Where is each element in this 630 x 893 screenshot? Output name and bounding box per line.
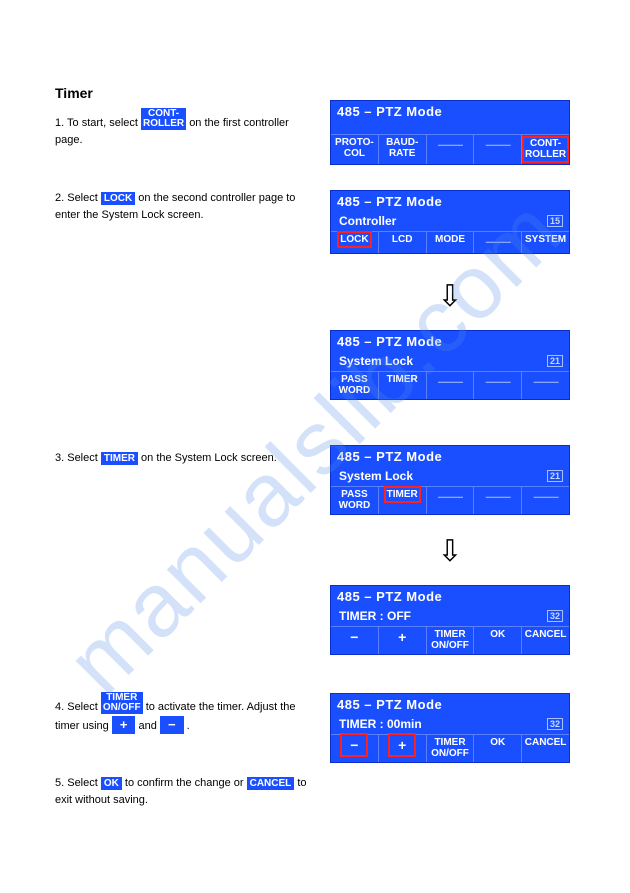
cell-system[interactable]: SYSTEM xyxy=(522,232,569,253)
panel2-title: 485 – PTZ Mode xyxy=(331,191,569,212)
cell-lcd[interactable]: LCD xyxy=(379,232,427,253)
cell-plus2[interactable]: + xyxy=(379,735,427,762)
panel1-row: PROTO- COL BAUD- RATE —— —— CONT- ROLLER xyxy=(331,134,569,164)
step-1: 1. To start, select CONT- ROLLER on the … xyxy=(55,108,315,149)
cell-controller[interactable]: CONT- ROLLER xyxy=(522,135,569,164)
panel2-sub: Controller 15 xyxy=(331,212,569,231)
cell-cancel[interactable]: CANCEL xyxy=(522,627,569,654)
panel2-row: LOCK LCD MODE —— SYSTEM xyxy=(331,231,569,253)
cell-d1: —— xyxy=(427,372,475,399)
panel2-num: 15 xyxy=(547,215,563,227)
cell-timeronoff[interactable]: TIMER ON/OFF xyxy=(427,627,475,654)
panel6-title: 485 – PTZ Mode xyxy=(331,694,569,715)
arrow-down-icon: ⇩ xyxy=(330,278,570,316)
panel6-num: 32 xyxy=(547,718,563,730)
panel5-row: − + TIMER ON/OFF OK CANCEL xyxy=(331,626,569,654)
step3-text-b: on the System Lock screen. xyxy=(141,452,277,464)
cell-minus[interactable]: − xyxy=(331,627,379,654)
panel-5: 485 – PTZ Mode TIMER : OFF 32 − + TIMER … xyxy=(330,585,595,655)
panel4-num: 21 xyxy=(547,470,563,482)
step-4: 4. Select TIMER ON/OFF to activate the t… xyxy=(55,692,315,735)
cell-ok2[interactable]: OK xyxy=(474,735,522,762)
panel6-sub: TIMER : 00min 32 xyxy=(331,715,569,734)
controller-button-ref: CONT- ROLLER xyxy=(141,108,186,130)
cell-dash: —— xyxy=(474,232,522,253)
panel5-title: 485 – PTZ Mode xyxy=(331,586,569,607)
step5-text-b: to confirm the change or xyxy=(125,777,247,789)
cell-password2[interactable]: PASS WORD xyxy=(331,487,379,514)
step3-text-a: 3. Select xyxy=(55,452,101,464)
cell-ok[interactable]: OK xyxy=(474,627,522,654)
step-2: 2. Select LOCK on the second controller … xyxy=(55,190,315,224)
panel3-title: 485 – PTZ Mode xyxy=(331,331,569,352)
step4-text-d: . xyxy=(187,720,190,732)
arrow-down-icon-2: ⇩ xyxy=(330,533,570,571)
step4-text-a: 4. Select xyxy=(55,701,101,713)
step-3: 3. Select TIMER on the System Lock scree… xyxy=(55,450,315,467)
cell-timeronoff2[interactable]: TIMER ON/OFF xyxy=(427,735,475,762)
cell-dash1: —— xyxy=(427,135,475,164)
minus-button-ref: − xyxy=(160,716,184,734)
left-heading-block: Timer xyxy=(55,85,315,105)
panel-3: 485 – PTZ Mode System Lock 21 PASS WORD … xyxy=(330,330,595,400)
panel4-sub: System Lock 21 xyxy=(331,467,569,486)
panel3-row: PASS WORD TIMER —— —— —— xyxy=(331,371,569,399)
lock-button-ref: LOCK xyxy=(101,192,135,205)
step4-text-c: and xyxy=(139,720,160,732)
panel4-title: 485 – PTZ Mode xyxy=(331,446,569,467)
cell-password[interactable]: PASS WORD xyxy=(331,372,379,399)
panel-1: 485 – PTZ Mode PROTO- COL BAUD- RATE —— … xyxy=(330,100,595,165)
cell-timer2[interactable]: TIMER xyxy=(379,487,427,514)
plus-button-ref: + xyxy=(112,716,136,734)
panel-6: 485 – PTZ Mode TIMER : 00min 32 − + TIME… xyxy=(330,693,595,763)
cell-timer[interactable]: TIMER xyxy=(379,372,427,399)
step-5: 5. Select OK to confirm the change or CA… xyxy=(55,775,315,809)
panel-4: 485 – PTZ Mode System Lock 21 PASS WORD … xyxy=(330,445,595,515)
cell-d2: —— xyxy=(474,372,522,399)
cancel-button-ref: CANCEL xyxy=(247,777,295,790)
cell-d2b: —— xyxy=(474,487,522,514)
panel1-title: 485 – PTZ Mode xyxy=(331,101,569,122)
panel5-num: 32 xyxy=(547,610,563,622)
cell-d3b: —— xyxy=(522,487,569,514)
ok-button-ref: OK xyxy=(101,777,122,790)
step2-text-a: 2. Select xyxy=(55,192,101,204)
panel-2: 485 – PTZ Mode Controller 15 LOCK LCD MO… xyxy=(330,190,595,254)
cell-lock[interactable]: LOCK xyxy=(331,232,379,253)
panel4-row: PASS WORD TIMER —— —— —— xyxy=(331,486,569,514)
cell-plus[interactable]: + xyxy=(379,627,427,654)
cell-protocol[interactable]: PROTO- COL xyxy=(331,135,379,164)
panel3-num: 21 xyxy=(547,355,563,367)
panel3-sub: System Lock 21 xyxy=(331,352,569,371)
timer-button-ref: TIMER xyxy=(101,452,138,465)
cell-dash2: —— xyxy=(474,135,522,164)
step5-text-a: 5. Select xyxy=(55,777,101,789)
cell-d3: —— xyxy=(522,372,569,399)
cell-mode[interactable]: MODE xyxy=(427,232,475,253)
cell-cancel2[interactable]: CANCEL xyxy=(522,735,569,762)
cell-baudrate[interactable]: BAUD- RATE xyxy=(379,135,427,164)
cell-minus2[interactable]: − xyxy=(331,735,379,762)
panel6-row: − + TIMER ON/OFF OK CANCEL xyxy=(331,734,569,762)
step1-text-a: 1. To start, select xyxy=(55,117,141,129)
cell-d1b: —— xyxy=(427,487,475,514)
panel5-sub: TIMER : OFF 32 xyxy=(331,607,569,626)
timeronoff-button-ref: TIMER ON/OFF xyxy=(101,692,143,714)
heading-timer: Timer xyxy=(55,85,315,101)
